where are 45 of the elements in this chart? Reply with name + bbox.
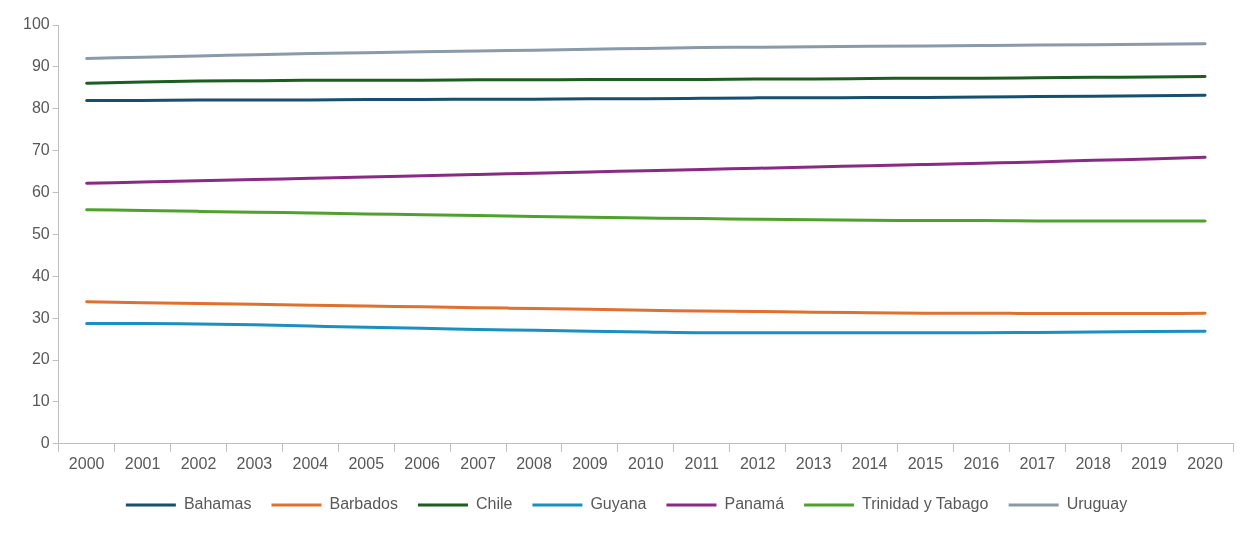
x-tick-label: 2016: [963, 454, 1000, 472]
x-tick-label: 2000: [68, 454, 105, 472]
x-tick-label: 2001: [124, 454, 161, 472]
x-tick-label: 2007: [460, 454, 496, 472]
legend-label: Uruguay: [1066, 495, 1128, 513]
x-tick-label: 2017: [1019, 454, 1056, 472]
legend-label: Bahamas: [183, 495, 252, 513]
x-tick-label: 2014: [851, 454, 888, 472]
y-tick-label: 60: [31, 182, 50, 200]
legend-label: Guyana: [590, 495, 647, 513]
line-series: [85, 300, 1207, 316]
x-tick-label: 2006: [404, 454, 441, 472]
legend-label: Barbados: [329, 495, 398, 513]
legend-label: Chile: [475, 495, 513, 513]
x-tick-label: 2008: [516, 454, 552, 472]
y-tick-label: 20: [31, 350, 50, 368]
line-series: [85, 42, 1207, 60]
x-tick-label: 2010: [628, 454, 664, 472]
y-tick-label: 70: [31, 141, 50, 159]
x-tick-label: 2015: [907, 454, 944, 472]
x-tick-label: 2011: [684, 454, 720, 472]
y-tick-label: 10: [31, 392, 50, 410]
x-tick-label: 2009: [572, 454, 608, 472]
y-tick-label: 80: [31, 99, 50, 117]
legend-label: Trinidad y Tabago: [862, 495, 989, 513]
x-tick-label: 2002: [180, 454, 217, 472]
line-series: [85, 155, 1207, 185]
x-tick-label: 2013: [795, 454, 832, 472]
x-tick-label: 2019: [1131, 454, 1168, 472]
x-tick-label: 2005: [348, 454, 385, 472]
y-tick-label: 50: [31, 224, 50, 242]
x-tick-label: 2004: [292, 454, 329, 472]
y-tick-label: 40: [31, 266, 50, 284]
y-tick-label: 90: [31, 57, 50, 75]
x-tick-label: 2020: [1187, 454, 1223, 472]
x-tick-label: 2003: [236, 454, 273, 472]
x-tick-label: 2012: [739, 454, 776, 472]
y-tick-label: 0: [40, 434, 50, 452]
y-tick-label: 100: [22, 15, 50, 33]
line-series: [85, 322, 1207, 335]
legend-label: Panamá: [724, 495, 785, 513]
y-tick-label: 30: [31, 308, 50, 326]
line-series: [85, 208, 1207, 223]
line-series: [85, 75, 1207, 85]
x-tick-label: 2018: [1075, 454, 1112, 472]
